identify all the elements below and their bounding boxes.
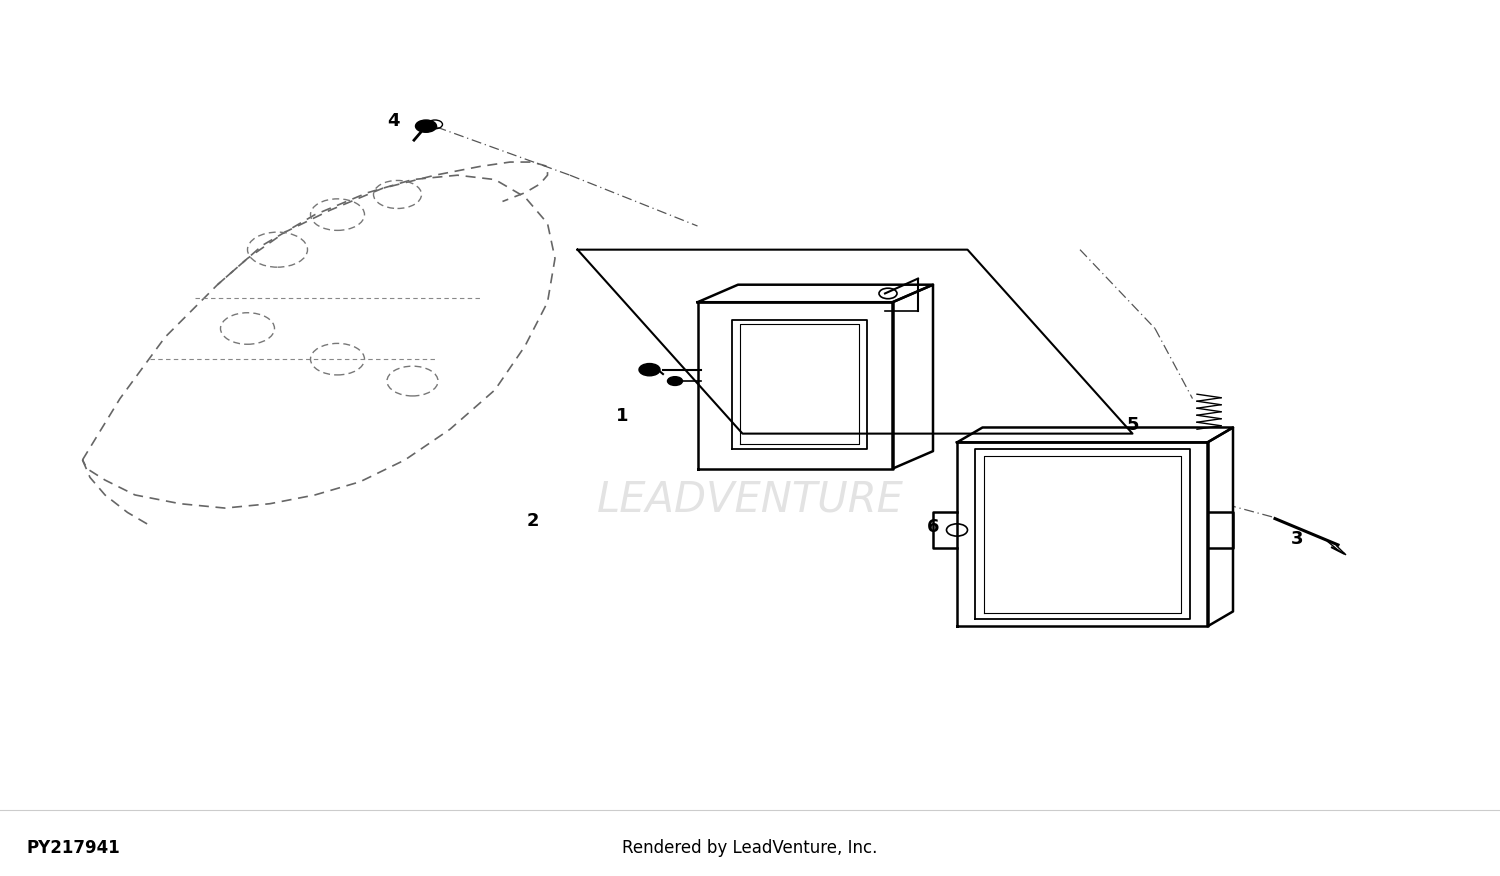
Text: LEADVENTURE: LEADVENTURE (597, 478, 903, 520)
Text: Rendered by LeadVenture, Inc.: Rendered by LeadVenture, Inc. (622, 838, 878, 857)
Text: 1: 1 (616, 407, 628, 425)
Circle shape (668, 377, 682, 385)
Circle shape (639, 364, 660, 376)
Text: 2: 2 (526, 512, 538, 530)
Text: 3: 3 (1292, 530, 1304, 548)
Text: 6: 6 (927, 519, 939, 536)
Text: 5: 5 (1126, 416, 1138, 434)
Circle shape (416, 120, 436, 132)
Text: 4: 4 (387, 112, 399, 130)
Text: PY217941: PY217941 (27, 838, 120, 857)
